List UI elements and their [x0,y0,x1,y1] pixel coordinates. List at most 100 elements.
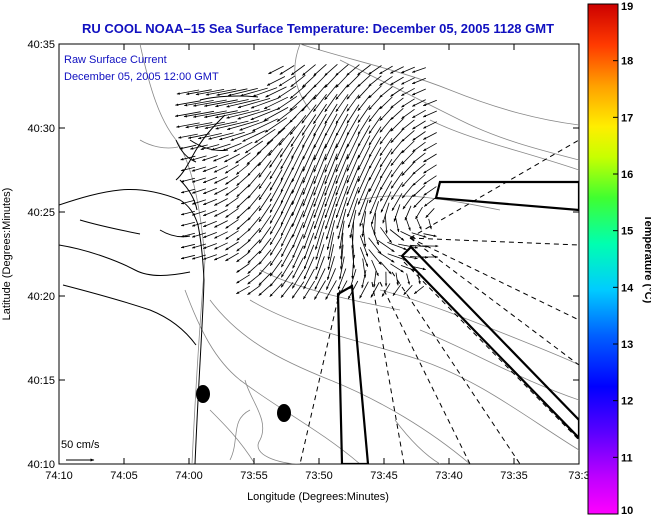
current-vector [250,97,280,109]
current-vector [349,268,357,290]
current-vector [423,175,437,185]
current-vector [269,169,283,191]
current-vector [412,185,426,197]
colorbar-tick-label: 11 [621,452,633,464]
current-vector [390,149,404,167]
current-vector [191,166,207,172]
current-vector [401,108,415,120]
current-vector [246,151,262,165]
current-vector [390,87,404,97]
x-tick-label: 74:00 [175,470,203,482]
current-vector [346,64,360,76]
current-vector [280,157,294,181]
current-vector [413,285,425,295]
current-vector [291,199,305,228]
colorbar-tick-label: 18 [621,56,633,68]
current-vector [215,120,249,130]
current-vector [416,218,422,230]
current-vector [390,160,404,178]
current-vector [357,64,371,76]
current-vector [368,126,382,146]
current-vector [180,155,196,161]
plot-area [58,43,580,465]
current-vector [337,208,347,240]
current-vector [263,96,289,110]
current-vector [258,170,272,190]
current-vector [373,270,377,288]
current-vector [413,196,425,208]
current-vector [326,220,335,251]
current-vector [280,282,294,298]
current-vector [191,155,207,161]
current-vector [302,64,316,76]
x-tick-label: 73:35 [500,470,528,482]
map-layer [59,44,579,464]
current-vector [301,104,317,124]
current-vector [400,265,416,271]
y-axis: 40:35 40:30 40:25 40:20 40:15 40:10 [27,39,579,471]
current-vector [233,141,253,153]
current-vector [225,208,239,218]
current-vector [313,103,327,125]
current-vector [266,127,286,145]
current-vector [335,185,349,219]
current-vector [394,216,400,233]
current-vector [269,213,283,235]
current-vector [371,201,379,226]
current-vector [176,89,200,95]
current-vector [180,221,196,227]
current-vector [191,232,207,238]
current-vector [361,211,367,238]
current-vector [337,268,347,290]
current-vector [357,155,371,183]
current-vector [315,220,325,250]
current-vector [180,210,196,216]
current-vector [269,271,283,287]
radar-range-lines [299,139,579,464]
current-vector [202,254,217,260]
current-vector [278,75,296,87]
current-vector [205,88,237,96]
current-vector [247,239,261,253]
current-vector [202,209,217,217]
current-vector [278,126,296,146]
current-vector [368,95,382,111]
current-vector [269,259,283,277]
y-tick-label: 40:30 [27,123,55,135]
current-vector [324,174,338,208]
current-vector [258,260,272,276]
current-vector [213,154,229,162]
colorbar-tick-label: 10 [621,505,633,517]
current-vector [393,204,401,222]
surface-current-vectors [174,64,439,300]
current-vector [237,108,271,120]
current-vector [379,76,393,86]
current-vector [368,237,382,255]
current-vector [247,262,261,274]
inset-line-1: Raw Surface Current [64,54,167,66]
current-vector [368,157,382,181]
current-vector [291,176,305,206]
current-vector [380,261,392,275]
current-vector [351,257,355,280]
current-vector [368,75,382,87]
current-vector [390,182,404,200]
current-vector [423,186,437,196]
current-vector [371,259,379,277]
current-vector [346,94,360,112]
current-vector [250,107,280,121]
current-vector [226,109,260,119]
current-vector [247,273,261,285]
y-axis-label: Latitude (Degrees:Minutes) [1,188,13,321]
current-vector [390,97,404,109]
current-vector [247,227,261,243]
current-vector [264,117,288,133]
current-vector [315,244,325,271]
current-vector [315,256,325,280]
current-vector [401,151,415,165]
colorbar-tick-label: 17 [621,112,633,124]
current-vector [291,281,305,299]
current-vector [281,235,293,258]
current-vector [215,99,249,108]
current-vector [390,171,404,189]
